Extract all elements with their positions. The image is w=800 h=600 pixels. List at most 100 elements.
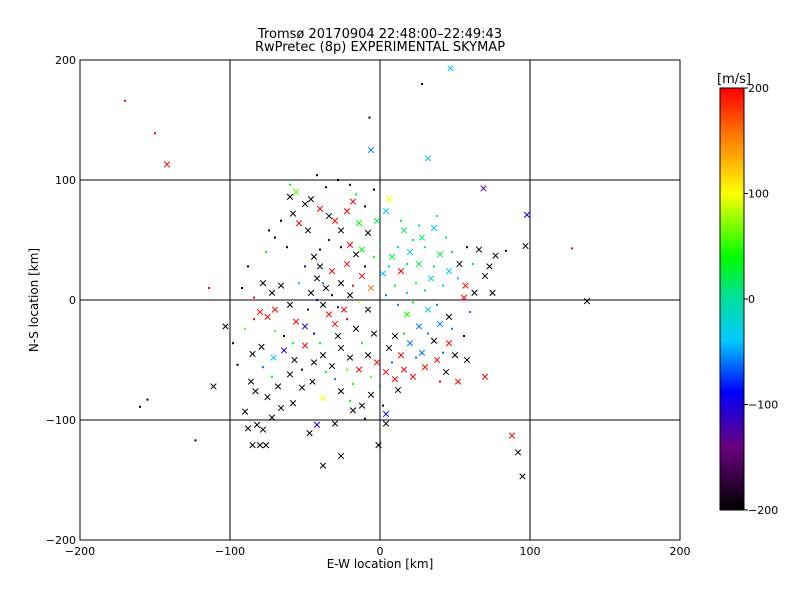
- data-point-dot: [262, 366, 264, 369]
- data-point-dot: [364, 265, 366, 268]
- data-point-dot: [292, 342, 294, 345]
- data-point-cross: [358, 402, 366, 409]
- data-point-dot: [451, 327, 453, 330]
- data-point-dot: [424, 246, 426, 249]
- data-point-dot: [325, 371, 327, 373]
- chart-title: Tromsø 20170904 22:48:00–22:49:43: [257, 27, 502, 42]
- data-point-cross: [264, 313, 271, 320]
- data-point-cross: [355, 220, 363, 227]
- data-point-dot: [154, 132, 156, 135]
- data-point-cross: [256, 442, 264, 449]
- y-tick-label: −100: [46, 414, 76, 427]
- data-point-cross: [471, 289, 478, 296]
- data-point-cross: [306, 430, 313, 437]
- data-point-cross: [301, 323, 309, 330]
- data-point-cross: [301, 200, 309, 208]
- data-point-cross: [486, 263, 493, 270]
- data-point-dot: [364, 417, 366, 420]
- y-axis-label: N-S location [km]: [27, 248, 41, 352]
- data-point-cross: [424, 155, 432, 162]
- data-point-cross: [462, 282, 469, 289]
- data-point-cross: [337, 227, 345, 234]
- x-tick-label: 0: [377, 545, 384, 558]
- data-point-dot: [424, 289, 426, 292]
- data-point-cross: [298, 384, 306, 391]
- data-point-cross: [343, 260, 351, 268]
- data-point-cross: [286, 371, 294, 378]
- data-point-cross: [451, 352, 459, 359]
- data-point-cross: [415, 260, 423, 268]
- data-point-dot: [241, 287, 243, 289]
- chart-subtitle: RwPretec (8p) EXPERIMENTAL SKYMAP: [255, 40, 505, 55]
- data-point-cross: [249, 442, 256, 449]
- data-point-dot: [124, 99, 126, 102]
- data-point-dot: [370, 375, 372, 378]
- data-point-cross: [163, 161, 171, 168]
- data-point-cross: [256, 308, 264, 316]
- data-point-cross: [382, 208, 390, 215]
- data-point-cross: [340, 306, 348, 313]
- data-point-dot: [301, 368, 303, 371]
- data-point-cross: [222, 323, 229, 330]
- y-tick-label: 100: [55, 174, 76, 187]
- data-point-dot: [352, 383, 354, 385]
- data-point-dot: [194, 439, 197, 442]
- data-point-cross: [325, 212, 333, 220]
- colorbar-ticks: 200 100 0 −100 −200: [744, 82, 778, 517]
- data-point-cross: [424, 306, 432, 313]
- data-point-dot: [274, 330, 276, 333]
- data-point-cross: [447, 65, 454, 72]
- data-point-cross: [316, 263, 324, 270]
- data-point-dot: [415, 356, 417, 359]
- data-point-dot: [346, 368, 348, 371]
- data-point-dot: [253, 296, 255, 299]
- data-point-dot: [298, 282, 300, 285]
- data-point-cross: [445, 268, 453, 275]
- data-point-cross: [406, 340, 414, 347]
- data-point-cross: [523, 211, 531, 218]
- data-point-cross: [307, 196, 315, 203]
- colorbar-tick-label: 100: [748, 188, 769, 201]
- data-point-cross: [355, 366, 363, 373]
- data-point-cross: [373, 359, 381, 366]
- data-point-dot: [280, 219, 282, 222]
- data-point-cross: [436, 251, 444, 258]
- data-point-cross: [334, 332, 342, 340]
- data-point-cross: [259, 280, 267, 287]
- data-point-cross: [271, 306, 279, 313]
- data-point-cross: [475, 246, 483, 253]
- data-point-dot: [418, 224, 420, 227]
- data-point-cross: [241, 408, 249, 415]
- data-point-cross: [309, 378, 316, 385]
- data-point-dot: [397, 246, 399, 249]
- data-point-dot: [236, 363, 239, 366]
- data-point-cross: [352, 251, 360, 258]
- data-point-cross: [301, 342, 309, 349]
- data-point-cross: [253, 421, 261, 428]
- data-point-cross: [316, 205, 324, 212]
- x-tick-label: 100: [520, 545, 541, 558]
- grid-lines: [80, 60, 680, 540]
- data-point-cross: [385, 344, 393, 352]
- data-point-cross: [481, 272, 489, 280]
- data-point-cross: [445, 340, 453, 347]
- data-point-cross: [304, 227, 312, 234]
- data-point-dot: [436, 215, 438, 217]
- data-point-cross: [373, 217, 381, 224]
- data-point-dot: [391, 361, 393, 364]
- data-point-cross: [277, 404, 285, 412]
- data-point-cross: [364, 306, 372, 313]
- data-point-dot: [385, 294, 387, 297]
- data-point-dot: [331, 294, 333, 297]
- data-point-cross: [367, 284, 375, 292]
- y-tick-label: 200: [55, 54, 76, 67]
- data-point-cross: [280, 347, 288, 354]
- data-point-cross: [313, 275, 321, 282]
- data-point-cross: [403, 311, 411, 318]
- data-point-dot: [337, 306, 339, 309]
- data-point-cross: [388, 253, 396, 260]
- data-point-cross: [310, 253, 318, 260]
- data-point-cross: [328, 268, 336, 275]
- data-point-dot: [442, 351, 444, 354]
- data-points: [124, 65, 591, 480]
